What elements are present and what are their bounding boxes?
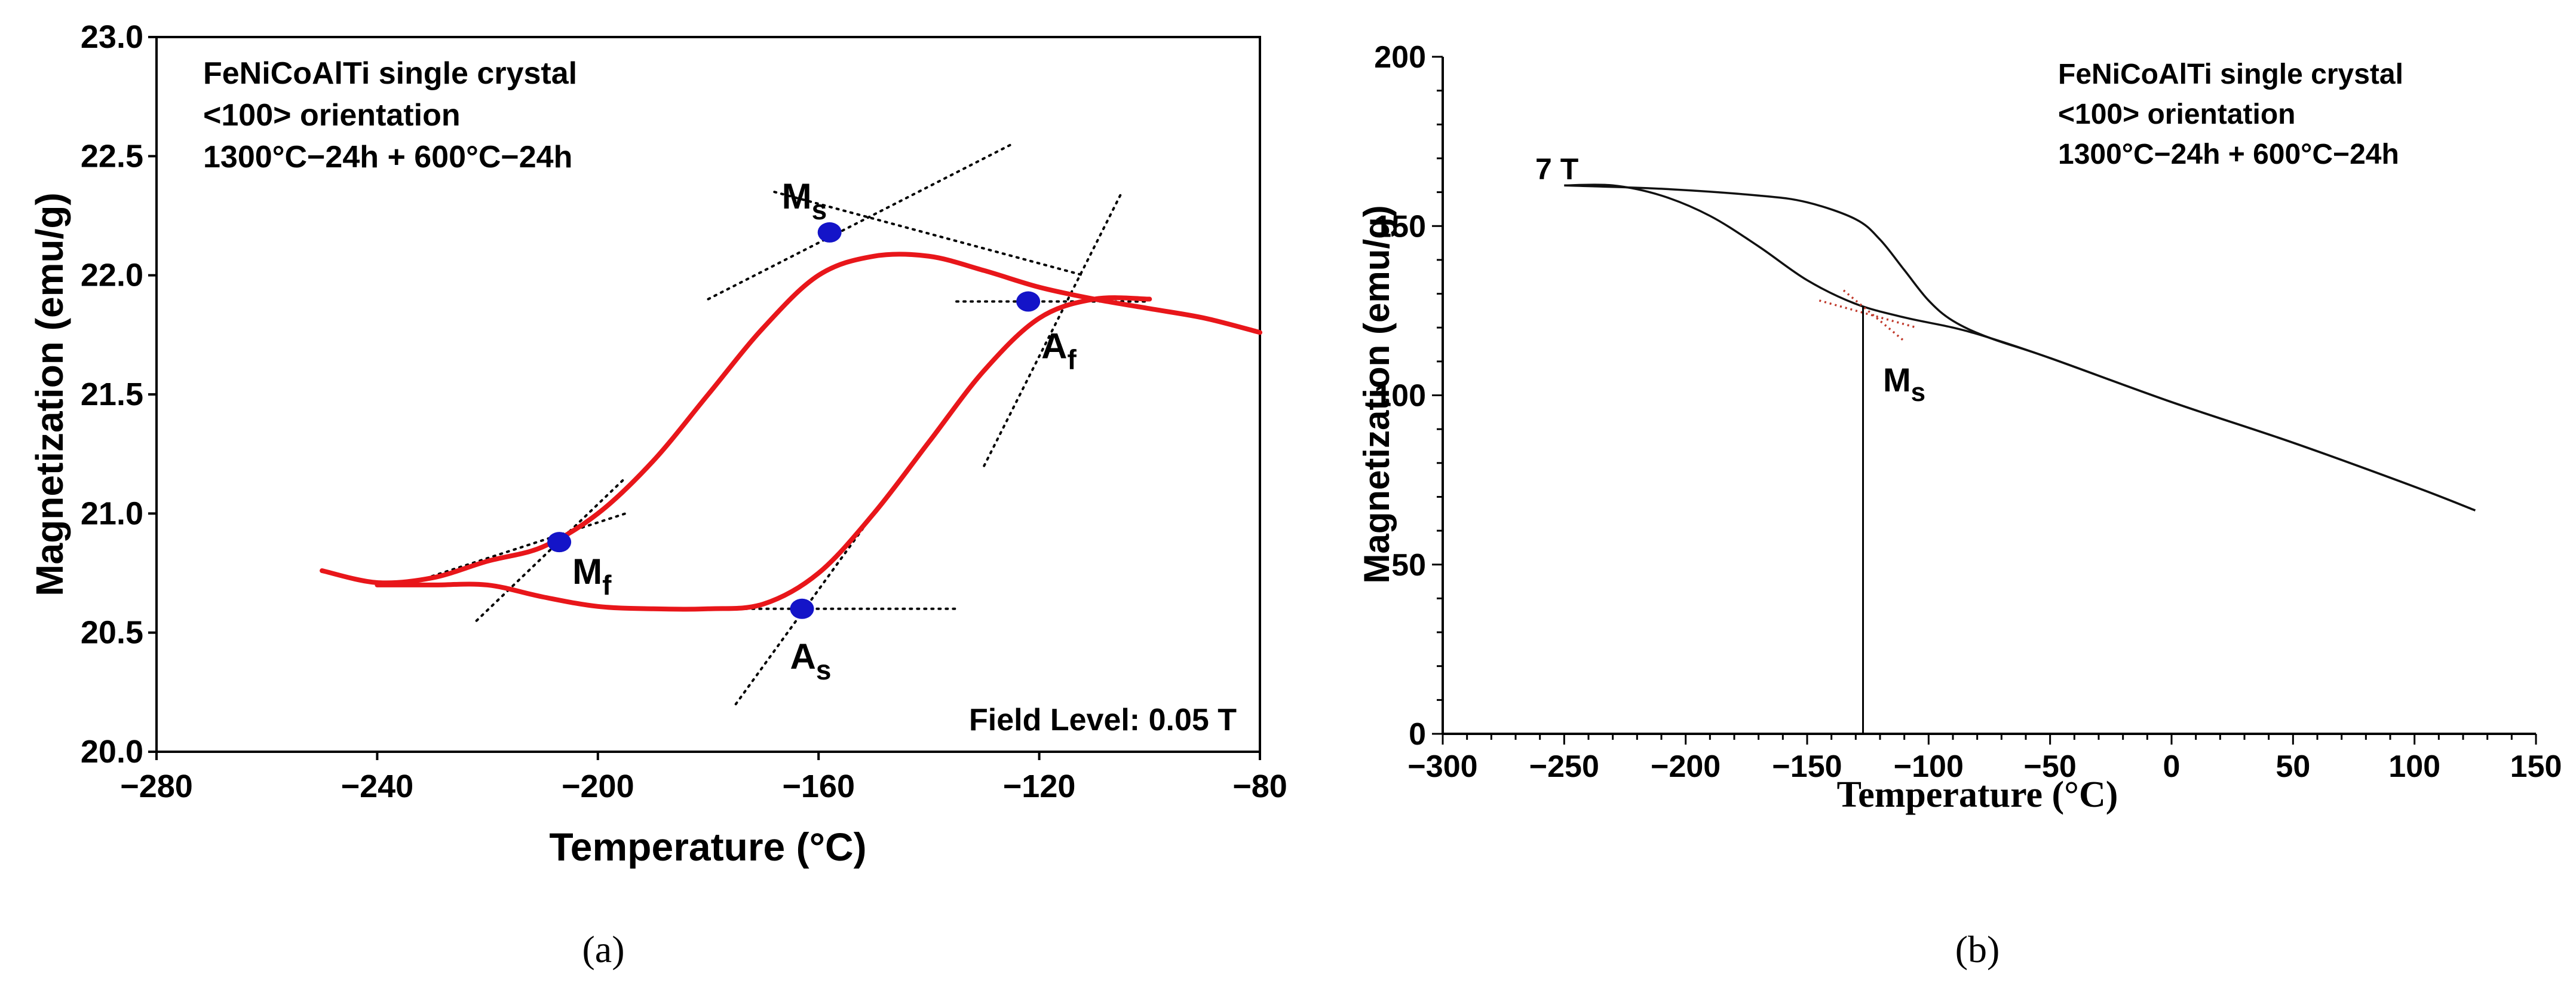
chart-b-y-tick-label: 100 — [1374, 379, 1426, 414]
chart-a-field-label: Field Level: 0.05 T — [969, 703, 1237, 737]
chart-b-annotation-line-2: <100> orientation — [2058, 99, 2295, 130]
chart-a-tangent-line — [403, 512, 627, 586]
chart-a-x-tick-label: −80 — [1232, 768, 1287, 804]
chart-a-tangent-line — [983, 191, 1124, 467]
chart-b-series-line-heating — [1564, 184, 2476, 512]
chart-b: 0 50 100 150 200 −300 −250 −200 −150 −100 −50 0 50 1… — [1357, 40, 2562, 970]
chart-b-x-tick-label: 100 — [2388, 749, 2440, 784]
chart-a-x-ticks: −280 −240 −200 −160 −120 −80 — [120, 752, 1287, 804]
chart-a-series — [320, 252, 1262, 612]
chart-a-x-tick-label: −240 — [341, 768, 414, 804]
chart-b-x-tick-label: −50 — [2024, 749, 2077, 784]
chart-a-tangent-line — [707, 143, 1013, 301]
chart-a-annotation-line-3: 1300°C−24h + 600°C−24h — [203, 140, 572, 174]
chart-b-ms-subscript: s — [1911, 378, 1925, 407]
chart-b-x-tick-label: 150 — [2510, 749, 2562, 784]
chart-b-y-tick-label: 200 — [1374, 40, 1426, 75]
chart-b-x-ticks: −300 −250 −200 −150 −100 −50 0 50 100 150 — [1407, 734, 2562, 784]
chart-a-y-tick-label: 20.5 — [81, 615, 143, 651]
chart-a-x-tick-label: −280 — [120, 768, 193, 804]
chart-a: 20.0 20.5 21.0 21.5 22.0 22.5 23.0 −280 −240 −20… — [28, 19, 1287, 970]
chart-b-tangent-line — [1818, 299, 1917, 329]
chart-b-x-tick-label: −300 — [1407, 749, 1477, 784]
chart-b-annotation-line-1: FeNiCoAlTi single crystal — [2058, 59, 2403, 90]
chart-a-point-label: Af — [1041, 326, 1077, 375]
chart-a-panel-label: (a) — [582, 928, 624, 970]
chart-a-annotation-line-1: FeNiCoAlTi single crystal — [203, 56, 577, 91]
chart-a-x-tick-label: −200 — [562, 768, 634, 804]
chart-a-tangent-line — [773, 191, 1085, 277]
chart-b-x-tick-label: −200 — [1651, 749, 1721, 784]
chart-a-point — [817, 222, 842, 243]
chart-b-x-axis-label: Temperature (°C) — [1837, 774, 2118, 815]
chart-a-point-label: As — [790, 636, 831, 685]
chart-a-y-tick-label: 21.5 — [81, 376, 143, 412]
chart-b-annotation-line-3: 1300°C−24h + 600°C−24h — [2058, 139, 2399, 170]
chart-a-y-tick-label: 23.0 — [81, 19, 143, 55]
chart-a-x-axis-label: Temperature (°C) — [549, 825, 866, 869]
chart-a-points: Ms Af Mf As — [547, 176, 1077, 685]
chart-a-series-line-heating — [375, 295, 1152, 612]
chart-a-x-tick-label: −120 — [1003, 768, 1076, 804]
chart-b-x-tick-label: −250 — [1529, 749, 1599, 784]
chart-a-x-tick-label: −160 — [782, 768, 855, 804]
chart-b-y-ticks: 0 50 100 150 200 — [1374, 40, 1443, 752]
chart-a-series-line-cooling — [320, 252, 1262, 586]
chart-a-point — [790, 598, 814, 619]
chart-a-point — [1016, 291, 1041, 312]
chart-a-y-tick-label: 22.5 — [81, 138, 143, 174]
chart-a-y-axis-label: Magnetization (emu/g) — [28, 192, 71, 596]
chart-b-y-tick-label: 150 — [1374, 209, 1426, 244]
chart-b-tangent-line — [1842, 289, 1905, 342]
chart-a-point-label: Ms — [782, 176, 827, 225]
chart-b-x-tick-label: −100 — [1894, 749, 1964, 784]
chart-a-y-tick-label: 22.0 — [81, 258, 143, 293]
chart-b-y-axis-label: Magnetization (emu/g) — [1357, 205, 1397, 583]
chart-a-y-tick-label: 21.0 — [81, 495, 143, 531]
chart-a-y-tick-label: 20.0 — [81, 734, 143, 770]
chart-a-point — [547, 532, 572, 553]
chart-b-panel-label: (b) — [1955, 928, 2000, 970]
chart-b-y-tick-label: 0 — [1409, 717, 1426, 752]
chart-b-y-tick-label: 50 — [1391, 548, 1426, 583]
chart-a-tangent-lines — [403, 143, 1151, 706]
chart-b-x-tick-label: 0 — [2163, 749, 2181, 784]
chart-b-field-label: 7 T — [1535, 152, 1578, 186]
chart-a-point-label: Mf — [572, 552, 612, 601]
chart-b-x-tick-label: 50 — [2276, 749, 2310, 784]
chart-a-y-ticks: 20.0 20.5 21.0 21.5 22.0 22.5 23.0 — [81, 19, 157, 770]
chart-b-ms-label: Ms — [1883, 361, 1925, 407]
chart-b-x-tick-label: −150 — [1772, 749, 1842, 784]
chart-b-tangent-lines — [1818, 289, 1917, 342]
chart-b-series — [1564, 183, 2476, 512]
chart-a-annotation-line-2: <100> orientation — [203, 98, 461, 133]
